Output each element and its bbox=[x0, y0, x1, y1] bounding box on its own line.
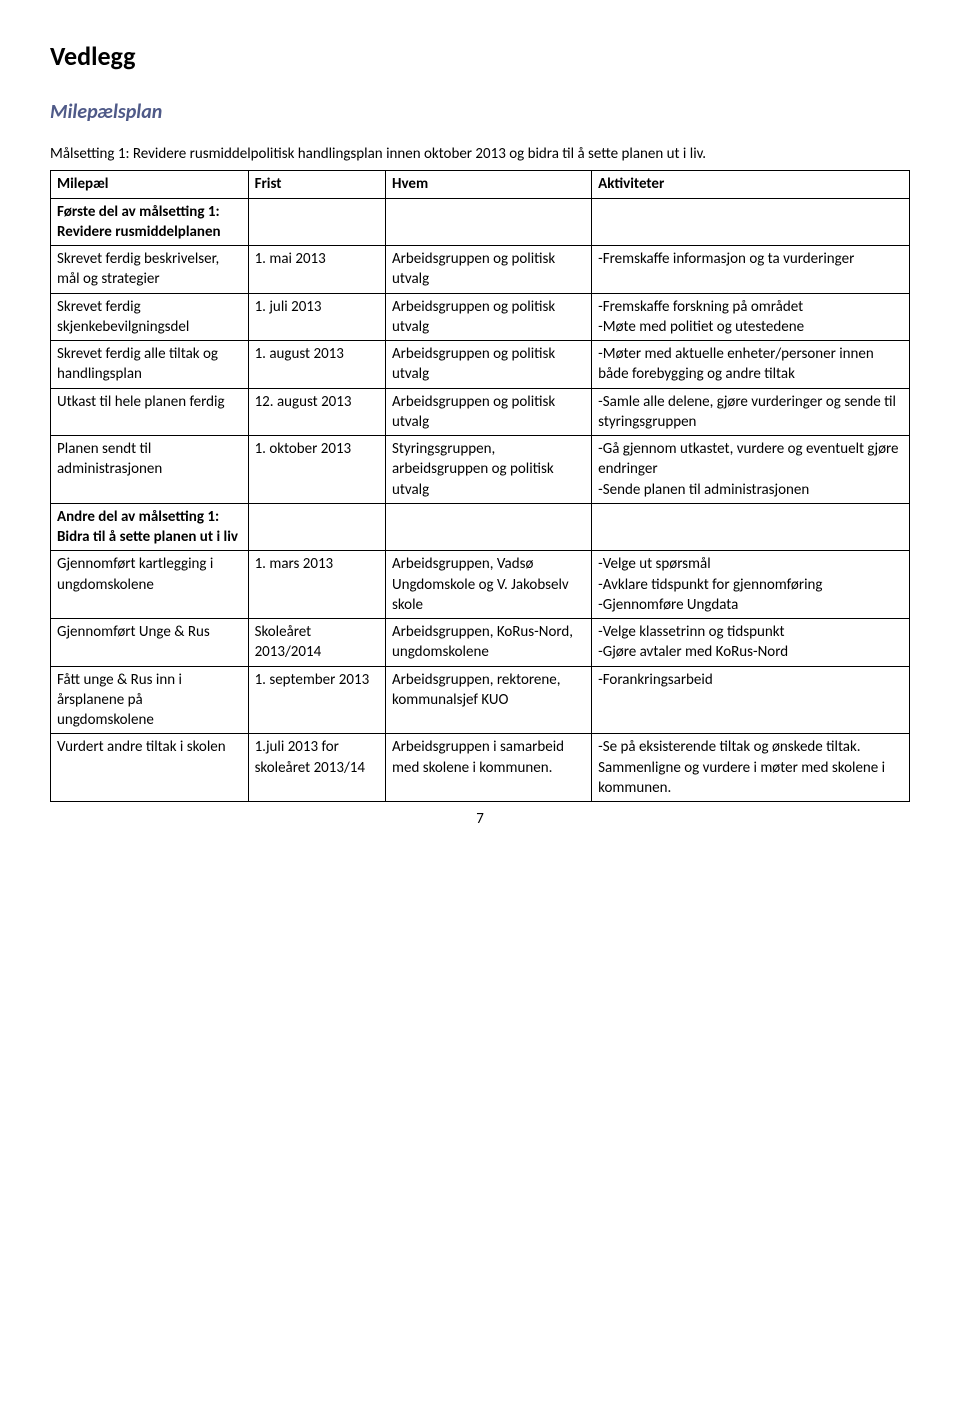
table-cell: Arbeidsgruppen, Vadsø Ungdomskole og V. … bbox=[386, 551, 592, 619]
col-header-milestone: Milepæl bbox=[51, 171, 249, 198]
table-cell: Styringsgruppen, arbeidsgruppen og polit… bbox=[386, 436, 592, 504]
table-cell: Vurdert andre tiltak i skolen bbox=[51, 734, 249, 802]
table-cell: -Fremskaffe forskning på området-Møte me… bbox=[592, 293, 910, 341]
table-cell: Planen sendt til administrasjonen bbox=[51, 436, 249, 504]
table-row: Skrevet ferdig skjenkebevilgningsdel1. j… bbox=[51, 293, 910, 341]
empty-cell bbox=[386, 198, 592, 246]
table-cell: -Fremskaffe informasjon og ta vurderinge… bbox=[592, 246, 910, 294]
table-cell: Skrevet ferdig skjenkebevilgningsdel bbox=[51, 293, 249, 341]
section-row-1: Første del av målsetting 1: Revidere rus… bbox=[51, 198, 910, 246]
table-cell: 1. mars 2013 bbox=[248, 551, 385, 619]
empty-cell bbox=[592, 503, 910, 551]
table-cell: Utkast til hele planen ferdig bbox=[51, 388, 249, 436]
table-cell: 1.juli 2013 for skoleåret 2013/14 bbox=[248, 734, 385, 802]
section-row-2: Andre del av målsetting 1: Bidra til å s… bbox=[51, 503, 910, 551]
col-header-who: Hvem bbox=[386, 171, 592, 198]
table-cell: Arbeidsgruppen og politisk utvalg bbox=[386, 388, 592, 436]
table-cell: Gjennomført Unge & Rus bbox=[51, 619, 249, 667]
page-subtitle: Milepælsplan bbox=[50, 100, 910, 124]
table-cell: 1. juli 2013 bbox=[248, 293, 385, 341]
table-row: Fått unge & Rus inn i årsplanene på ungd… bbox=[51, 666, 910, 734]
table-cell: 12. august 2013 bbox=[248, 388, 385, 436]
table-cell: 1. august 2013 bbox=[248, 341, 385, 389]
milestone-table: Milepæl Frist Hvem Aktiviteter Første de… bbox=[50, 170, 910, 802]
table-cell: Gjennomført kartlegging i ungdomskolene bbox=[51, 551, 249, 619]
table-cell: -Velge ut spørsmål-Avklare tidspunkt for… bbox=[592, 551, 910, 619]
table-cell: -Gå gjennom utkastet, vurdere og eventue… bbox=[592, 436, 910, 504]
empty-cell bbox=[592, 198, 910, 246]
table-cell: Skrevet ferdig beskrivelser, mål og stra… bbox=[51, 246, 249, 294]
table-row: Gjennomført kartlegging i ungdomskolene1… bbox=[51, 551, 910, 619]
table-cell: -Se på eksisterende tiltak og ønskede ti… bbox=[592, 734, 910, 802]
section-2-label: Andre del av målsetting 1: Bidra til å s… bbox=[51, 503, 249, 551]
col-header-activities: Aktiviteter bbox=[592, 171, 910, 198]
table-cell: 1. september 2013 bbox=[248, 666, 385, 734]
col-header-deadline: Frist bbox=[248, 171, 385, 198]
page-number: 7 bbox=[50, 810, 910, 828]
table-row: Skrevet ferdig beskrivelser, mål og stra… bbox=[51, 246, 910, 294]
table-row: Skrevet ferdig alle tiltak og handlingsp… bbox=[51, 341, 910, 389]
table-cell: Arbeidsgruppen og politisk utvalg bbox=[386, 246, 592, 294]
table-cell: Arbeidsgruppen og politisk utvalg bbox=[386, 293, 592, 341]
section-1-label: Første del av målsetting 1: Revidere rus… bbox=[51, 198, 249, 246]
table-row: Gjennomført Unge & RusSkoleåret 2013/201… bbox=[51, 619, 910, 667]
table-cell: 1. mai 2013 bbox=[248, 246, 385, 294]
intro-text: Målsetting 1: Revidere rusmiddelpolitisk… bbox=[50, 144, 910, 164]
table-cell: Arbeidsgruppen, rektorene, kommunalsjef … bbox=[386, 666, 592, 734]
table-cell: Skrevet ferdig alle tiltak og handlingsp… bbox=[51, 341, 249, 389]
table-row: Planen sendt til administrasjonen1. okto… bbox=[51, 436, 910, 504]
empty-cell bbox=[248, 198, 385, 246]
table-row: Vurdert andre tiltak i skolen1.juli 2013… bbox=[51, 734, 910, 802]
empty-cell bbox=[248, 503, 385, 551]
table-cell: Skoleåret 2013/2014 bbox=[248, 619, 385, 667]
table-header-row: Milepæl Frist Hvem Aktiviteter bbox=[51, 171, 910, 198]
table-cell: -Samle alle delene, gjøre vurderinger og… bbox=[592, 388, 910, 436]
table-cell: -Velge klassetrinn og tidspunkt-Gjøre av… bbox=[592, 619, 910, 667]
page-title: Vedlegg bbox=[50, 40, 910, 72]
table-cell: 1. oktober 2013 bbox=[248, 436, 385, 504]
table-cell: Arbeidsgruppen i samarbeid med skolene i… bbox=[386, 734, 592, 802]
table-cell: -Forankringsarbeid bbox=[592, 666, 910, 734]
table-cell: Arbeidsgruppen og politisk utvalg bbox=[386, 341, 592, 389]
table-cell: Fått unge & Rus inn i årsplanene på ungd… bbox=[51, 666, 249, 734]
table-cell: -Møter med aktuelle enheter/personer inn… bbox=[592, 341, 910, 389]
table-row: Utkast til hele planen ferdig12. august … bbox=[51, 388, 910, 436]
empty-cell bbox=[386, 503, 592, 551]
table-cell: Arbeidsgruppen, KoRus-Nord, ungdomskolen… bbox=[386, 619, 592, 667]
